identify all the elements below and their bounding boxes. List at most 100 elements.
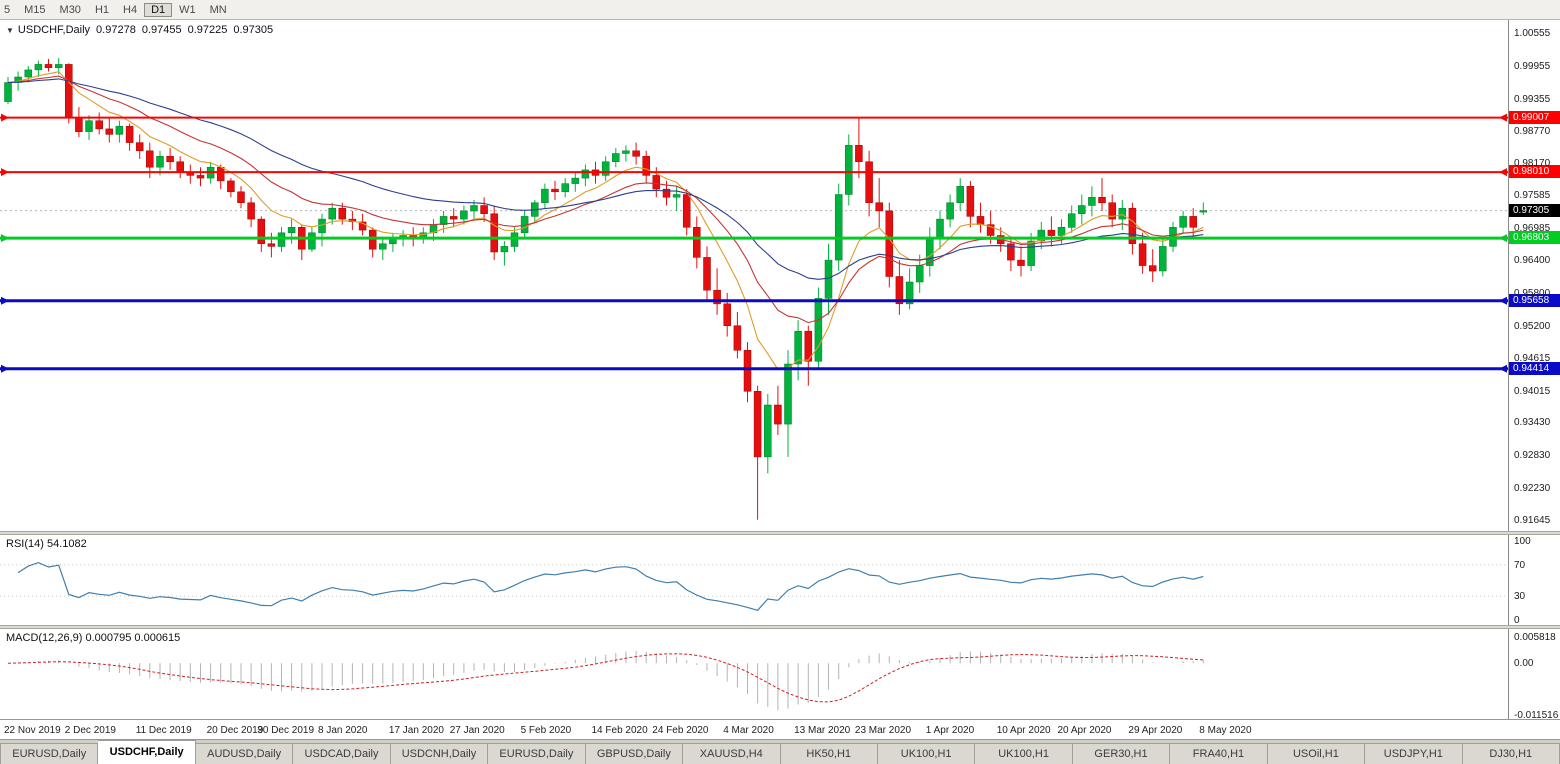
rsi-axis-label: 30 [1514,591,1526,603]
timeframe-button-m30[interactable]: M30 [59,3,81,16]
candle [764,394,772,474]
candle [1189,208,1197,239]
line-right-anchor-icon [1499,113,1507,122]
price-axis-label: 0.99355 [1514,93,1551,105]
candle [845,134,853,206]
candle [379,238,387,261]
macd-label: MACD(12,26,9) 0.000795 0.000615 [6,632,181,644]
line-left-anchor-icon [1,168,9,177]
date-axis-label: 13 Mar 2020 [794,725,851,736]
timeframe-button-h4[interactable]: H4 [123,3,138,16]
candle [713,268,721,315]
rsi-chart[interactable] [0,535,1508,625]
candle [733,312,742,359]
candle [642,150,650,184]
candle [186,164,195,184]
chart-tab-usdcad-daily[interactable]: USDCAD,Daily [293,743,391,764]
candle [65,63,73,124]
chart-tab-uk100-h1[interactable]: UK100,H1 [877,743,976,764]
date-axis-label: 24 Feb 2020 [652,725,709,736]
candle [1199,202,1208,215]
date-axis-label: 2 Dec 2019 [64,725,116,736]
chart-tab-usoil-h1[interactable]: USOil,H1 [1267,743,1366,764]
candlestick-chart[interactable] [0,20,1508,531]
candle [1108,194,1116,228]
chart-tab-eurusd-daily[interactable]: EURUSD,Daily [488,743,586,764]
chart-tab-usdchf-daily[interactable]: USDCHF,Daily [98,740,196,764]
main-chart-panel[interactable]: 0.99007 0.98010 0.96803 0.95658 0.94414 0.973… [0,20,1560,531]
chart-tab-ger30-h1[interactable]: GER30,H1 [1072,743,1171,764]
candle [34,60,43,77]
candle [166,148,174,170]
date-axis-label: 8 May 2020 [1199,725,1252,736]
candle [1017,246,1025,277]
chart-tab-xauusd-h4[interactable]: XAUUSD,H4 [683,743,781,764]
candle [541,183,549,209]
candle [1007,238,1015,271]
candle [753,385,762,520]
current-price-badge: 0.97305 [1509,203,1560,217]
candle [1138,232,1147,274]
panel-splitter[interactable] [0,531,1560,535]
macd-panel[interactable]: 0.005818 0.00 -0.011516 MACD(12,26,9) 0.00… [0,629,1560,719]
chart-tab-eurusd-daily[interactable]: EURUSD,Daily [0,743,99,764]
price-level-badge: 0.95658 [1509,293,1560,307]
candle [682,189,691,236]
candle [561,178,569,198]
candle [298,224,306,261]
timeframe-button-mn[interactable]: MN [209,3,227,16]
rsi-panel[interactable]: 100 70 30 0 RSI(14) 54.1082 [0,535,1560,625]
chart-tab-hk50-h1[interactable]: HK50,H1 [780,743,878,764]
candle [4,77,12,105]
rsi-axis-label: 100 [1514,536,1531,547]
chart-tab-uk100-h1[interactable]: UK100,H1 [975,743,1073,764]
timeframe-button-5[interactable]: 5 [4,3,11,16]
rsi-axis-label: 0 [1514,615,1520,625]
chart-tab-usdcnh-daily[interactable]: USDCNH,Daily [390,743,489,764]
ma-line-slow [7,78,1204,280]
macd-signal-line [7,653,1204,703]
candle [531,200,539,222]
price-axis-label: 0.94615 [1514,352,1551,364]
price-scale[interactable]: 0.99007 0.98010 0.96803 0.95658 0.94414 0.973… [1508,20,1560,531]
chart-symbol-label: USDCHF,Daily [17,24,91,36]
chart-tab-dj30-h1[interactable]: DJ30,H1 [1462,743,1560,764]
candle [703,246,711,302]
date-axis-label: 27 Jan 2020 [449,725,505,736]
candle [1148,249,1157,282]
candle [389,232,397,252]
timeframe-button-w1[interactable]: W1 [179,3,196,16]
date-axis-label: 23 Mar 2020 [854,725,912,736]
chart-tab-usdjpy-h1[interactable]: USDJPY,H1 [1365,743,1463,764]
date-axis-label: 22 Nov 2019 [4,725,61,736]
rsi-axis-label: 70 [1514,559,1526,571]
timeframe-button-d1[interactable]: D1 [144,2,173,17]
line-right-anchor-icon [1499,296,1507,305]
macd-histogram [17,650,1204,711]
panel-splitter[interactable] [0,625,1560,629]
timeframe-button-h1[interactable]: H1 [94,3,109,16]
candle [926,227,934,277]
chart-tab-gbpusd-daily[interactable]: GBPUSD,Daily [585,743,684,764]
date-axis-label: 20 Dec 2019 [206,725,264,736]
chart-tab-audusd-daily[interactable]: AUDUSD,Daily [195,743,294,764]
candle [125,123,134,151]
chart-tab-fra40-h1[interactable]: FRA40,H1 [1170,743,1268,764]
candle [247,197,255,228]
candle [500,241,509,266]
price-axis-label: 0.98770 [1514,125,1551,137]
symbol-dropdown-icon[interactable]: ▼ [6,26,14,35]
candle [24,66,33,83]
price-axis-label: 0.95200 [1514,320,1551,332]
rsi-line [17,561,1204,611]
macd-chart[interactable] [0,629,1508,719]
price-level-badge: 0.99007 [1509,110,1560,124]
ma-line-mid [7,75,1204,324]
timeframe-button-m15[interactable]: M15 [24,3,46,16]
candle [622,145,630,162]
date-axis-label: 1 Apr 2020 [925,725,975,736]
date-axis-label: 5 Feb 2020 [520,725,572,736]
price-level-badge: 0.98010 [1509,165,1560,179]
date-axis-label: 17 Jan 2020 [388,725,444,736]
